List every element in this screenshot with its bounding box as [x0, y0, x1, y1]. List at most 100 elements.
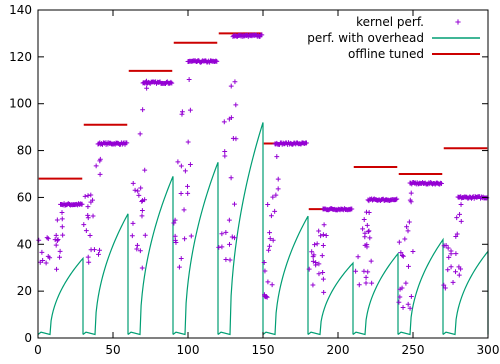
kernel-perf-point — [363, 280, 369, 286]
kernel-perf-point — [316, 271, 322, 277]
kernel-perf-point — [365, 229, 371, 234]
kernel-perf-point — [132, 187, 138, 193]
kernel-perf-point — [314, 241, 320, 247]
kernel-perf-point — [134, 246, 140, 252]
kernel-perf-point — [180, 109, 185, 115]
kernel-perf-point — [188, 233, 194, 239]
kernel-perf-point — [369, 280, 375, 286]
kernel-perf-point — [144, 85, 150, 91]
kernel-perf-point — [396, 239, 402, 245]
kernel-perf-point — [130, 180, 136, 186]
kernel-perf-point — [404, 224, 410, 230]
kernel-perf-point — [219, 231, 225, 237]
kernel-perf-point — [188, 162, 193, 167]
kernel-perf-point — [221, 119, 227, 125]
kernel-perf-point — [171, 220, 177, 226]
kernel-perf-point — [362, 234, 368, 240]
kernel-perf-point — [320, 243, 326, 248]
kernel-perf-point — [233, 136, 239, 142]
kernel-perf-point — [261, 260, 267, 265]
kernel-perf-point — [397, 294, 403, 300]
kernel-perf-point — [402, 236, 408, 242]
kernel-perf-point — [361, 217, 367, 222]
kernel-perf-point — [446, 254, 452, 260]
kernel-perf-point — [320, 276, 326, 282]
kernel-perf-point — [364, 222, 370, 228]
kernel-perf-point — [97, 171, 103, 177]
kernel-perf-point — [59, 224, 65, 230]
kernel-perf-point — [229, 234, 235, 240]
kernel-perf-point — [456, 272, 462, 278]
legend-swatch-kernel-perf — [455, 19, 461, 25]
kernel-perf-point — [364, 209, 369, 215]
kernel-perf-point — [81, 222, 87, 227]
kernel-perf-point — [272, 208, 278, 214]
kernel-perf-point — [262, 268, 268, 274]
x-tick-label: 0 — [34, 343, 42, 357]
kernel-perf-point — [142, 167, 148, 173]
kernel-perf-point — [233, 102, 239, 108]
kernel-perf-point — [54, 217, 60, 223]
kernel-perf-point — [407, 305, 413, 311]
kernel-perf-point — [93, 163, 99, 169]
kernel-perf-point — [320, 232, 326, 238]
kernel-perf-point — [142, 232, 148, 238]
kernel-perf-point — [442, 285, 448, 291]
kernel-perf-point — [454, 231, 460, 237]
y-tick-label: 60 — [17, 190, 32, 204]
kernel-perf-point — [139, 213, 145, 219]
kernel-perf-point — [265, 202, 271, 207]
kernel-perf-point — [36, 237, 42, 243]
kernel-perf-point — [53, 242, 59, 248]
kernel-perf-point — [323, 233, 329, 238]
kernel-perf-point — [316, 261, 322, 267]
overhead-segment — [82, 213, 129, 336]
kernel-perf-point — [83, 228, 89, 234]
kernel-perf-point — [267, 230, 272, 235]
kernel-perf-point — [185, 184, 190, 189]
x-tick-label: 100 — [177, 343, 200, 357]
kernel-perf-point — [97, 158, 103, 164]
kernel-perf-point — [43, 260, 49, 266]
kernel-perf-point — [353, 268, 359, 274]
kernel-perf-point — [52, 237, 58, 242]
kernel-perf-point — [178, 163, 184, 169]
kernel-perf-point — [177, 264, 182, 270]
kernel-perf-point — [405, 301, 411, 307]
plot-content — [36, 32, 490, 336]
kernel-perf-point — [222, 149, 228, 154]
kernel-perf-point — [397, 286, 403, 292]
kernel-perf-point — [270, 237, 276, 243]
kernel-perf-point — [269, 213, 274, 219]
kernel-perf-point — [400, 305, 406, 310]
kernel-perf-point — [274, 154, 280, 159]
kernel-perf-point — [363, 275, 369, 280]
kernel-perf-point — [362, 242, 368, 248]
kernel-perf-point — [181, 207, 187, 213]
kernel-perf-point — [367, 235, 373, 241]
kernel-perf-point — [79, 201, 85, 207]
kernel-perf-point — [453, 269, 458, 275]
kernel-perf-point — [453, 251, 459, 257]
kernel-perf-point — [87, 233, 93, 238]
legend-label-perf-with-overhead: perf. with overhead — [307, 31, 424, 45]
overhead-segment — [307, 261, 354, 336]
kernel-perf-point — [448, 264, 454, 270]
kernel-perf-point — [59, 216, 65, 222]
kernel-perf-point — [267, 243, 272, 249]
kernel-perf-point — [394, 196, 400, 202]
kernel-perf-point — [140, 107, 146, 113]
kernel-perf-point — [366, 228, 372, 234]
kernel-perf-point — [355, 254, 361, 260]
kernel-perf-point — [139, 199, 145, 204]
kernel-perf-point — [408, 294, 414, 299]
y-tick-label: 0 — [24, 331, 32, 345]
kernel-perf-point — [85, 215, 91, 221]
kernel-perf-point — [178, 191, 184, 196]
kernel-perf-point — [458, 266, 464, 272]
kernel-perf-point — [406, 219, 412, 225]
kernel-perf-point — [228, 115, 234, 121]
kernel-perf-point — [361, 268, 367, 274]
